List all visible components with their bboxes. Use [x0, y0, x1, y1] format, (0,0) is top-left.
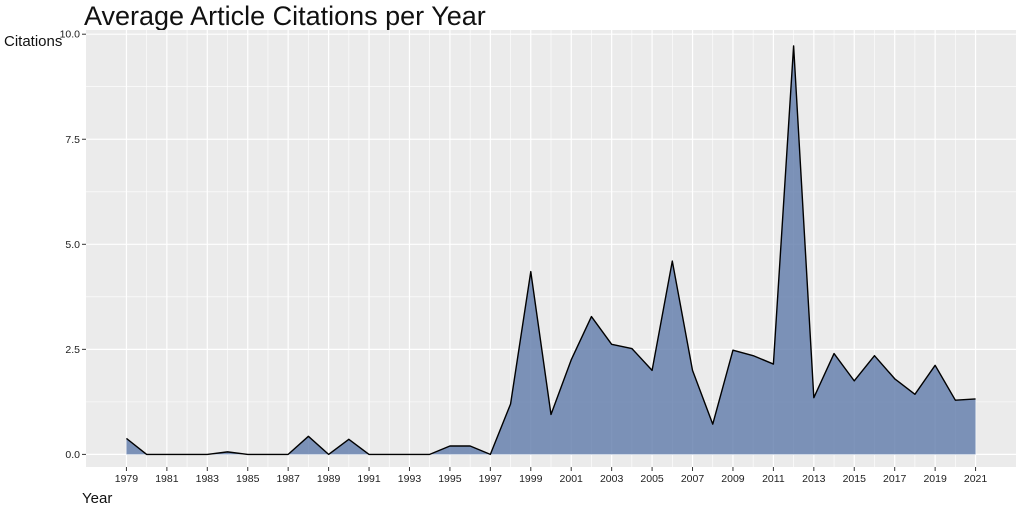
x-tick-label: 2013 — [802, 473, 826, 485]
x-tick-label: 1979 — [115, 473, 139, 485]
y-tick-label: 5.0 — [65, 239, 80, 251]
x-tick-label: 1993 — [398, 473, 422, 485]
y-axis: 0.0 2.5 5.0 7.5 10.0 — [60, 29, 86, 461]
chart-title: Average Article Citations per Year — [84, 1, 486, 31]
x-tick-label: 1989 — [317, 473, 341, 485]
x-tick-label: 1997 — [479, 473, 503, 485]
x-tick-label: 2011 — [762, 473, 785, 485]
y-tick-label: 2.5 — [65, 344, 80, 356]
y-axis-label: Citations — [4, 33, 62, 50]
x-tick-label: 1985 — [236, 473, 260, 485]
x-tick-label: 1983 — [196, 473, 220, 485]
x-tick-label: 2001 — [560, 473, 584, 485]
area-fill — [126, 45, 976, 455]
x-tick-label: 2003 — [600, 473, 624, 485]
x-tick-label: 1999 — [519, 473, 543, 485]
x-tick-label: 2017 — [883, 473, 907, 485]
y-tick-label: 10.0 — [60, 29, 81, 41]
x-tick-label: 2007 — [681, 473, 705, 485]
x-tick-label: 1995 — [438, 473, 462, 485]
x-axis-label: Year — [82, 490, 112, 506]
x-tick-label: 1991 — [357, 473, 381, 485]
series-line — [126, 45, 976, 456]
x-axis: 1979 1981 1983 1985 1987 1989 1991 1993 1995 1997… — [115, 467, 988, 485]
x-tick-label: 2019 — [923, 473, 947, 485]
x-tick-label: 2015 — [843, 473, 867, 485]
x-tick-label: 1981 — [155, 473, 179, 485]
y-tick-label: 0.0 — [65, 449, 80, 461]
x-tick-label: 2021 — [964, 473, 988, 485]
y-tick-label: 7.5 — [65, 134, 80, 146]
x-tick-label: 2009 — [721, 473, 745, 485]
x-tick-label: 2005 — [640, 473, 664, 485]
x-tick-label: 1987 — [276, 473, 300, 485]
